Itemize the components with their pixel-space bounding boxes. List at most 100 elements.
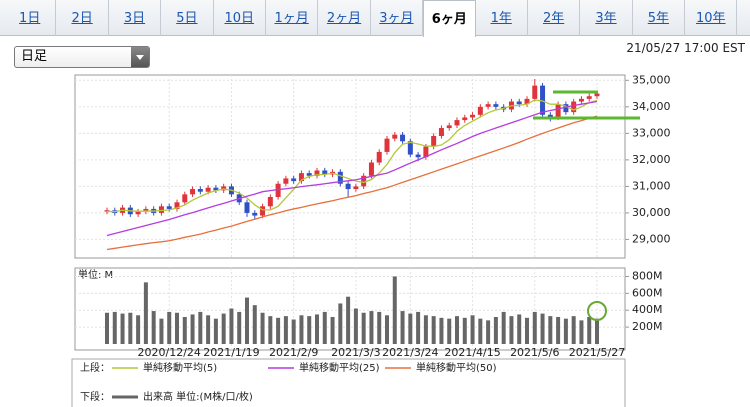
volume-bar [128, 312, 133, 344]
volume-bar [159, 318, 164, 344]
volume-bar [268, 316, 273, 344]
period-tab[interactable]: 6ヶ月 [423, 0, 476, 37]
candle-body [213, 187, 219, 191]
volume-bar [408, 313, 413, 344]
volume-bar [447, 318, 452, 344]
volume-bar [361, 312, 366, 344]
volume-bar [548, 316, 553, 344]
legend-entry: 単純移動平均(5) [143, 361, 217, 374]
candle-body [594, 93, 600, 97]
candle-body [267, 197, 273, 207]
volume-bar [338, 303, 343, 344]
candle-body [205, 187, 211, 192]
y-tick-label: 31,000 [632, 179, 671, 192]
volume-bar [455, 316, 459, 344]
volume-bar [276, 317, 281, 344]
candle-body [446, 125, 452, 129]
candle-body [314, 170, 320, 176]
candle-body [361, 175, 367, 187]
y-tick-label: 35,000 [632, 73, 671, 86]
volume-bar [525, 317, 529, 344]
period-tab[interactable]: 1年 [476, 0, 528, 36]
candle-body [353, 186, 359, 190]
volume-bar [377, 311, 382, 344]
candle-body [462, 117, 468, 121]
volume-bar [143, 282, 148, 344]
legend-upper-label: 上段： [80, 361, 110, 374]
volume-bar [439, 317, 444, 344]
volume-bar [509, 316, 514, 344]
period-tab[interactable]: 1ヶ月 [266, 0, 319, 36]
candle-body [190, 189, 196, 195]
candle-body [143, 208, 149, 212]
volume-bar [493, 316, 498, 344]
period-tab[interactable]: 2年 [528, 0, 581, 36]
candle-body [532, 85, 538, 99]
candle-body [384, 138, 390, 152]
tab-bar: 1日 2日 3日 5日 10日 1ヶ月 2ヶ月 3ヶ月 6ヶ月 1年 2年 3年 5年 10年 [0, 0, 750, 37]
volume-bar [120, 313, 125, 344]
period-tab[interactable]: 3ヶ月 [371, 0, 424, 36]
volume-bar [392, 276, 397, 344]
candle-body [477, 106, 483, 115]
volume-bar [206, 315, 211, 344]
period-tab[interactable]: 2ヶ月 [318, 0, 371, 36]
x-tick-label: 2020/12/24 [138, 346, 201, 359]
plot: 29,000 30,000 31,000 32,000 33,000 34,000 35,0… [75, 73, 671, 403]
candle-body [438, 128, 444, 136]
volume-bar [470, 315, 475, 344]
candle-body [392, 134, 398, 139]
volume-bar [213, 318, 218, 344]
volume-bar [252, 305, 257, 344]
period-tab[interactable]: 2日 [56, 0, 109, 36]
legend-entry: 出来高 単位:(M株/口/枚) [143, 390, 253, 403]
candle-body [306, 173, 312, 176]
y-tick-label: 400M [632, 303, 663, 316]
volume-bar [307, 316, 312, 344]
volume-bar [175, 312, 179, 344]
x-tick-label: 2021/5/6 [510, 346, 559, 359]
candle-body [555, 104, 561, 118]
dropdown-arrow[interactable] [131, 47, 149, 67]
period-tab[interactable]: 3年 [580, 0, 633, 36]
candle-body [485, 104, 491, 107]
volume-bar [151, 311, 156, 344]
moving-average-line [106, 115, 598, 251]
volume-bar [299, 315, 304, 344]
volume-bar [595, 318, 599, 344]
period-tab[interactable]: 5日 [161, 0, 214, 36]
x-tick-label: 2021/3/3 [331, 346, 380, 359]
candle-body [197, 189, 203, 192]
candle-body [298, 173, 304, 182]
period-tab[interactable]: 5年 [633, 0, 686, 36]
volume-bar [486, 320, 491, 344]
candle-body [524, 98, 530, 105]
candle-body [291, 178, 297, 182]
y-tick-label: 34,000 [632, 100, 671, 113]
period-tab[interactable]: 10日 [214, 0, 266, 36]
candle-body [493, 104, 499, 107]
period-tab[interactable]: 1日 [4, 0, 57, 36]
y-tick-label: 600M [632, 286, 663, 299]
candle-body [400, 134, 406, 142]
period-tab[interactable]: 10年 [685, 0, 738, 36]
candle-body [454, 120, 460, 126]
y-tick-label: 30,000 [632, 206, 671, 219]
volume-bar [462, 317, 467, 344]
volume-bar [346, 296, 351, 344]
candle-body [376, 151, 382, 163]
volume-bar [229, 308, 234, 344]
y-tick-label: 200M [632, 320, 663, 333]
candle-body [345, 183, 351, 190]
volume-bar [587, 316, 592, 344]
candle-body [415, 154, 421, 158]
period-tab[interactable]: 3日 [109, 0, 162, 36]
volume-bar [423, 315, 428, 344]
volume-bar [167, 311, 172, 344]
candle-body [407, 141, 413, 155]
candle-body [322, 170, 328, 175]
period-dropdown[interactable]: 日足 [14, 46, 150, 68]
candle-body [166, 206, 172, 209]
x-tick-label: 2021/5/27 [569, 346, 625, 359]
